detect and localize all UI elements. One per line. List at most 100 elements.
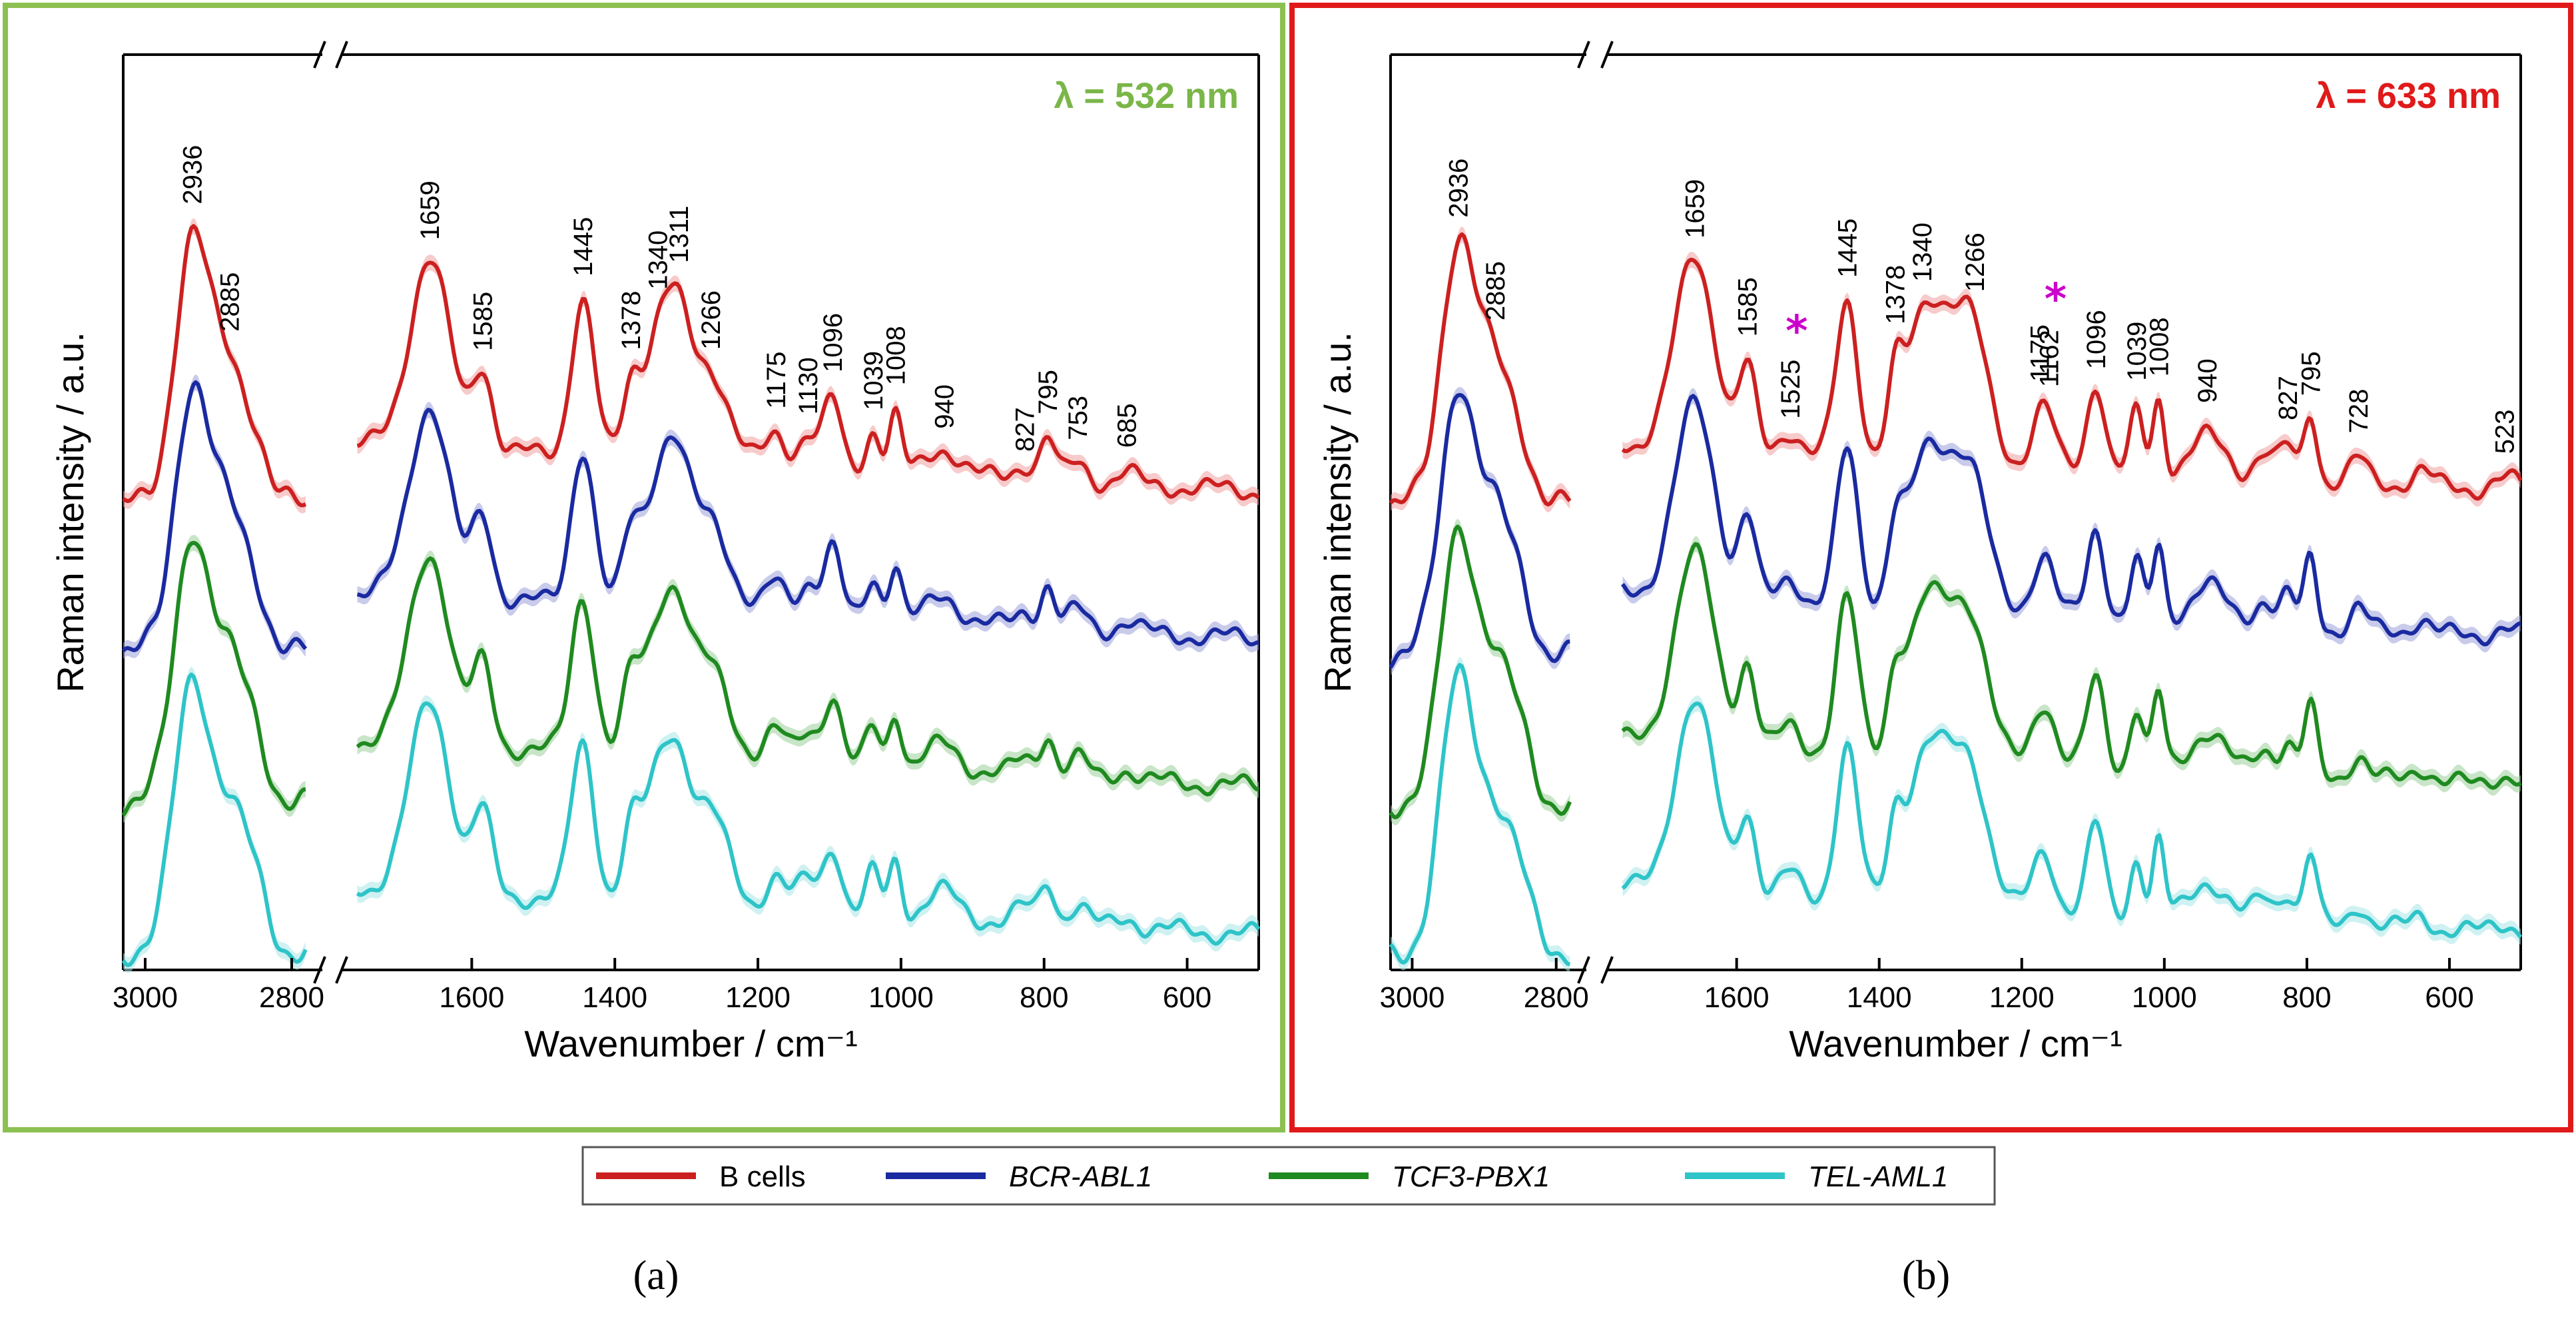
- y-axis-title: Raman intensity / a.u.: [49, 332, 91, 693]
- legend: B cells BCR-ABL1 TCF3-PBX1 TEL-AML1: [581, 1146, 1996, 1206]
- peak-label-2885: 2885: [216, 272, 245, 332]
- legend-label: BCR-ABL1: [1009, 1160, 1152, 1193]
- sd-band: [123, 218, 306, 514]
- sd-band: [1622, 695, 2521, 945]
- sd-band: [357, 550, 1259, 803]
- axis-break-mark: [313, 956, 326, 984]
- x-axis-title: Wavenumber / cm⁻¹: [524, 1023, 857, 1065]
- x-tick-label: 600: [1163, 981, 1211, 1014]
- peak-label-827: 827: [2274, 376, 2303, 420]
- x-tick-label: 1400: [582, 981, 647, 1014]
- x-axis-title: Wavenumber / cm⁻¹: [1789, 1023, 2122, 1065]
- peak-label-728: 728: [2344, 389, 2374, 434]
- peak-label-1130: 1130: [794, 357, 823, 414]
- star-marker: *: [1785, 307, 1807, 356]
- axis-break-mark: [1600, 956, 1614, 984]
- x-tick-label: 800: [2282, 981, 2331, 1014]
- sd-band: [1622, 388, 2521, 653]
- peak-label-1659: 1659: [1681, 179, 1710, 238]
- x-tick-label: 800: [1020, 981, 1068, 1014]
- peak-label-1008: 1008: [881, 326, 910, 385]
- axis-break-mark: [335, 956, 348, 984]
- legend-label: B cells: [719, 1160, 806, 1193]
- y-axis-title: Raman intensity / a.u.: [1317, 332, 1359, 693]
- peak-label-795: 795: [2296, 351, 2326, 396]
- peak-label-1525: 1525: [1776, 360, 1805, 419]
- peak-label-1585: 1585: [469, 292, 498, 351]
- peak-label-795: 795: [1034, 370, 1063, 414]
- peak-label-1659: 1659: [416, 181, 445, 240]
- x-tick-label: 2800: [259, 981, 324, 1014]
- series-line: [1389, 524, 1572, 819]
- x-tick-label: 1200: [1989, 981, 2055, 1014]
- sd-band: [1391, 518, 1570, 825]
- peak-label-523: 523: [2490, 410, 2519, 454]
- peak-label-1175: 1175: [2026, 324, 2055, 382]
- peak-label-2936: 2936: [178, 145, 207, 205]
- peak-label-2885: 2885: [1481, 261, 1510, 320]
- series-line: [1389, 232, 1572, 507]
- peak-label-1340: 1340: [644, 230, 673, 290]
- wavelength-label: λ = 633 nm: [2316, 76, 2501, 116]
- peak-label-1445: 1445: [1833, 219, 1863, 278]
- sd-band: [123, 534, 306, 824]
- series-line: [122, 224, 307, 508]
- sd-band: [1622, 251, 2521, 507]
- series-line: [356, 260, 1260, 501]
- series-line: [121, 540, 306, 817]
- peak-label-1008: 1008: [2144, 317, 2174, 376]
- peak-label-1266: 1266: [1961, 232, 1990, 292]
- peak-label-1039: 1039: [2122, 322, 2152, 381]
- panel-a: 3000 2800 1600 1400 1200 1000 800 600 Wavenumber…: [3, 3, 1285, 1132]
- peak-label-1039: 1039: [859, 351, 888, 410]
- series-tcf3-pbx1: [121, 534, 1259, 824]
- sd-band: [1391, 657, 1570, 973]
- peak-label-1378: 1378: [1881, 265, 1910, 324]
- peak-label-1340: 1340: [1908, 222, 1937, 282]
- panel-b: 3000 2800 1600 1400 1200 1000 800 600 Wavenumber…: [1289, 3, 2573, 1132]
- x-tick-label: 1600: [1704, 981, 1770, 1014]
- x-tick-label: 1000: [2132, 981, 2197, 1014]
- sd-band: [1622, 536, 2521, 796]
- x-tick-label: 1400: [1847, 981, 1912, 1014]
- axis-break-gap-bottom: [1586, 965, 1607, 975]
- axis-break-mark: [335, 41, 348, 69]
- series-line: [356, 408, 1259, 647]
- sd-band: [123, 666, 306, 973]
- x-tick-label: 1600: [439, 981, 504, 1014]
- peak-label-753: 753: [1064, 396, 1093, 440]
- legend-label: TCF3-PBX1: [1392, 1160, 1550, 1193]
- series-line: [356, 701, 1261, 946]
- sd-band: [357, 402, 1259, 653]
- sd-band: [1391, 386, 1570, 676]
- series-bcr-abl1: [121, 374, 1259, 661]
- peak-label-1445: 1445: [569, 217, 598, 276]
- series-b-cells: [122, 218, 1260, 514]
- peak-label-1096: 1096: [2082, 310, 2111, 369]
- peak-label-1585: 1585: [1734, 277, 1763, 336]
- x-tick-label: 3000: [113, 981, 178, 1014]
- x-tick-label: 3000: [1379, 981, 1445, 1014]
- axis-break-gap-top: [322, 49, 342, 60]
- series-line: [356, 556, 1259, 797]
- peak-label-685: 685: [1112, 403, 1141, 448]
- star-marker: *: [2045, 275, 2067, 324]
- series-line: [1620, 394, 2521, 647]
- axis-break-mark: [313, 41, 326, 69]
- peak-label-827: 827: [1011, 407, 1040, 452]
- peak-label-940: 940: [2193, 358, 2222, 403]
- peak-label-2936: 2936: [1445, 159, 1474, 218]
- legend-label: TEL-AML1: [1808, 1160, 1948, 1193]
- peak-label-940: 940: [930, 384, 959, 429]
- x-tick-label: 2800: [1524, 981, 1589, 1014]
- series-line: [1621, 701, 2523, 939]
- caption-a: (a): [633, 1253, 679, 1298]
- x-tick-label: 600: [2425, 981, 2473, 1014]
- series-tel-aml1: [1389, 657, 2523, 973]
- wavelength-label: λ = 532 nm: [1054, 76, 1239, 116]
- series-line: [1621, 542, 2522, 790]
- series-tcf3-pbx1: [1389, 518, 2522, 825]
- peak-label-1096: 1096: [818, 313, 848, 372]
- series-b-cells: [1389, 226, 2523, 513]
- series-line: [121, 672, 308, 967]
